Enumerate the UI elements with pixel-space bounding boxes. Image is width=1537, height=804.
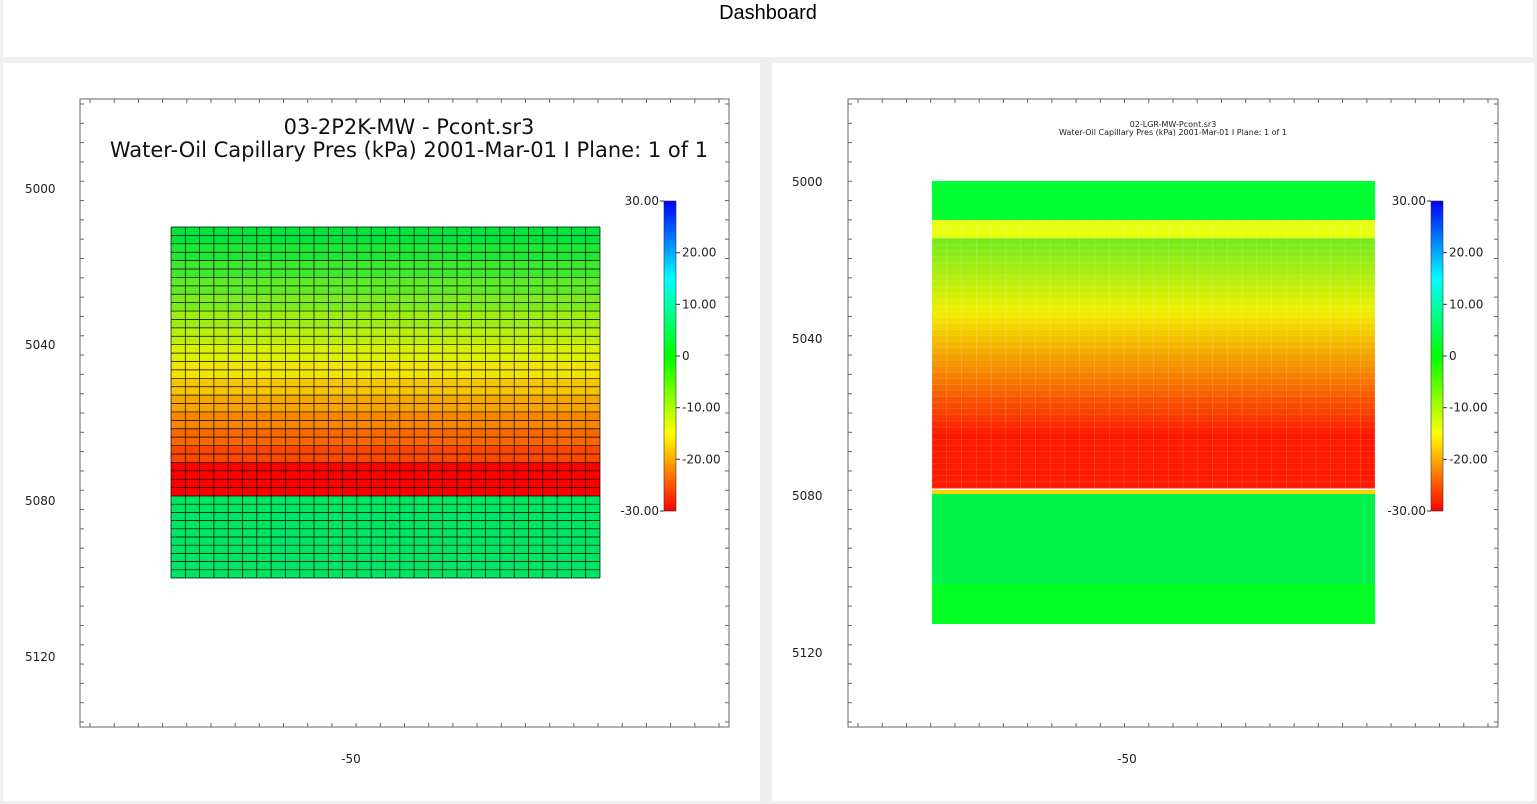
right-cell-row	[932, 451, 1375, 459]
plot-left-svg[interactable]: 03-2P2K-MW - Pcont.sr3 Water-Oil Capilla…	[3, 63, 760, 801]
right-cell-row	[932, 390, 1375, 398]
plot-left-colorbar-label: 20.00	[682, 246, 716, 260]
right-cell-row	[932, 445, 1375, 452]
right-cell-row	[932, 457, 1375, 465]
right-cell-row	[932, 408, 1375, 416]
right-cell-row	[932, 268, 1375, 276]
right-cell-row	[932, 262, 1375, 270]
plot-right-colorbar-label: 30.00	[1392, 194, 1426, 208]
dashboard-title: Dashboard	[719, 2, 817, 24]
right-cell-row	[932, 299, 1375, 306]
right-cell-row	[932, 238, 1375, 245]
plot-right-colorbar-bar	[1430, 200, 1444, 512]
plot-right-ytick-5080: 5080	[792, 489, 823, 503]
right-cell-row	[932, 366, 1375, 373]
right-lower-band	[932, 494, 1375, 584]
right-cell-row	[932, 396, 1375, 404]
dashboard-header: Dashboard	[3, 0, 1533, 57]
plot-left-colorbar-label: -30.00	[620, 504, 659, 518]
right-cell-row	[932, 347, 1375, 355]
right-cell-row	[932, 311, 1375, 318]
plot-left-grid	[170, 226, 601, 579]
right-cell-row	[932, 232, 1375, 239]
right-cell-row	[932, 475, 1375, 483]
right-cell-row	[932, 256, 1375, 264]
right-cell-row	[932, 463, 1375, 471]
right-cell-row	[932, 439, 1375, 446]
right-bottom-band	[932, 584, 1375, 624]
right-cell-row	[932, 341, 1375, 349]
plot-left-colorbar-label: 0	[682, 349, 690, 363]
right-cell-row	[932, 305, 1375, 312]
right-cell-row	[932, 481, 1375, 489]
right-cell-row	[932, 469, 1375, 477]
plot-right-title-line2: Water-Oil Capillary Pres (kPa) 2001-Mar-…	[1059, 128, 1287, 137]
right-cell-row	[932, 378, 1375, 385]
right-cell-row	[932, 384, 1375, 392]
right-cell-row	[932, 244, 1375, 251]
plot-right-colorbar: 30.00 20.00 10.00 0 -10.00 -20.00 -30.00	[1387, 194, 1487, 518]
right-edge-band	[932, 490, 1375, 494]
right-cell-row	[932, 360, 1375, 367]
plot-right-colorbar-label: 0	[1449, 349, 1457, 363]
right-cell-row	[932, 220, 1375, 227]
plot-left-colorbar-bar	[663, 200, 677, 512]
plot-right-svg[interactable]: 02-LGR-MW-Pcont.sr3 Water-Oil Capillary …	[772, 63, 1534, 801]
plot-left-ytick-5120: 5120	[25, 650, 56, 664]
plot-panel-left[interactable]: 03-2P2K-MW - Pcont.sr3 Water-Oil Capilla…	[3, 63, 760, 801]
plot-left-ticks	[80, 99, 729, 727]
plot-left-ytick-5000: 5000	[25, 182, 56, 196]
right-cell-row	[932, 433, 1375, 440]
right-cell-row	[932, 335, 1375, 343]
right-cell-row	[932, 317, 1375, 325]
plot-left-colorbar-label: -20.00	[682, 452, 721, 466]
plot-right-xtick-neg50: -50	[1117, 752, 1137, 766]
plot-left-ytick-5080: 5080	[25, 494, 56, 508]
plot-right-colorbar-label: -30.00	[1387, 504, 1426, 518]
plot-right-colorbar-label: 20.00	[1449, 246, 1483, 260]
plot-right-ticks	[848, 99, 1498, 727]
plot-right-colorbar-label: -10.00	[1449, 401, 1488, 415]
plot-left-ytick-5040: 5040	[25, 338, 56, 352]
plot-panel-right[interactable]: 02-LGR-MW-Pcont.sr3 Water-Oil Capillary …	[772, 63, 1534, 801]
plot-right-colorbar-label: -20.00	[1449, 452, 1488, 466]
right-top-band	[932, 181, 1375, 220]
plot-left-title-line2: Water-Oil Capillary Pres (kPa) 2001-Mar-…	[110, 138, 708, 162]
plot-right-title-line1: 02-LGR-MW-Pcont.sr3	[1130, 120, 1217, 129]
plot-right-ytick-5120: 5120	[792, 646, 823, 660]
right-cell-row	[932, 274, 1375, 282]
plot-left-colorbar: 30.00 20.00 10.00 0 -10.00 -20.00 -30.00	[620, 194, 720, 518]
plot-left-colorbar-label: 30.00	[625, 194, 659, 208]
right-cell-row	[932, 250, 1375, 258]
right-cell-row	[932, 354, 1375, 361]
right-cell-row	[932, 421, 1375, 428]
right-cell-row	[932, 280, 1375, 288]
plot-left-colorbar-label: 10.00	[682, 297, 716, 311]
right-cell-row	[932, 402, 1375, 410]
right-cell-row	[932, 293, 1375, 300]
plot-right-ytick-5000: 5000	[792, 175, 823, 189]
plot-left-title-line1: 03-2P2K-MW - Pcont.sr3	[284, 115, 535, 139]
right-cell-row	[932, 329, 1375, 337]
right-cell-row	[932, 427, 1375, 434]
plot-right-colorbar-label: 10.00	[1449, 297, 1483, 311]
plot-right-ytick-5040: 5040	[792, 332, 823, 346]
plot-left-xtick-neg50: -50	[341, 752, 361, 766]
right-cell-row	[932, 372, 1375, 379]
right-cell-row	[932, 226, 1375, 233]
plot-right-grid	[931, 181, 1376, 624]
right-cell-row	[932, 323, 1375, 331]
right-cell-row	[932, 414, 1375, 422]
right-cell-row	[932, 287, 1375, 294]
plot-left-colorbar-label: -10.00	[682, 401, 721, 415]
